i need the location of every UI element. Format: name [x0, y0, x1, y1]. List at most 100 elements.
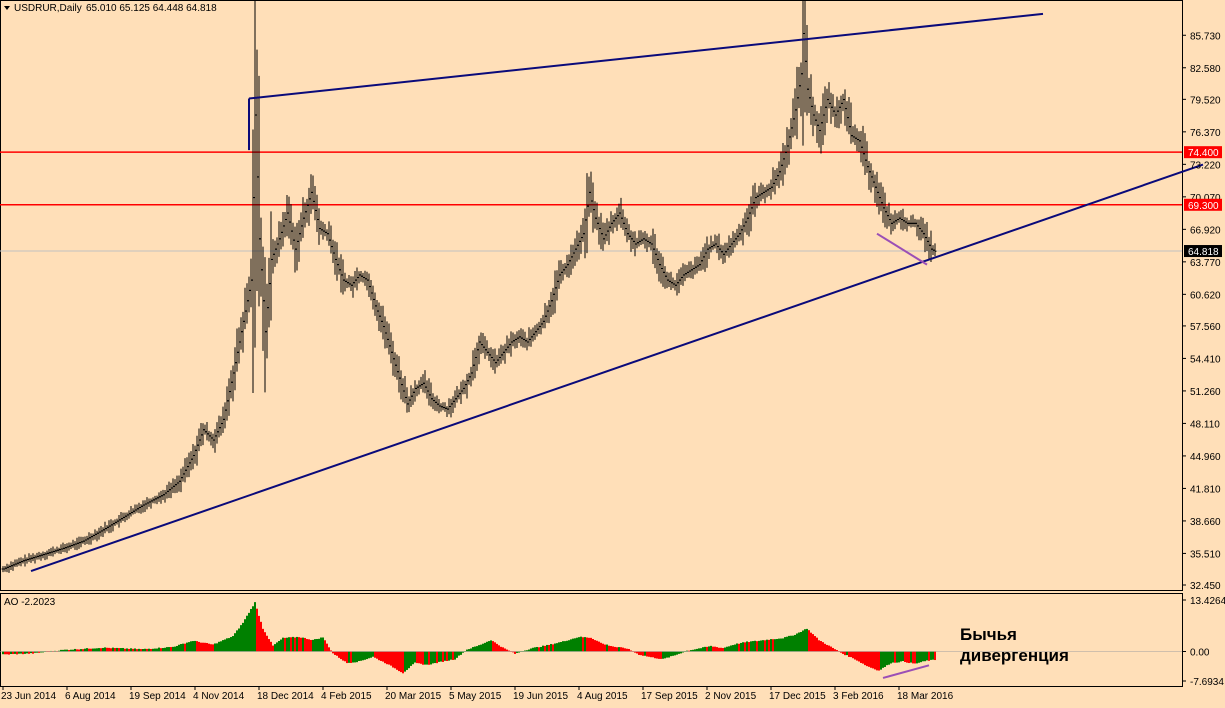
ao-bar	[252, 606, 254, 652]
price-panel: 85.730 82.580 79.520 76.370 73.220 70.070 66.9…	[0, 0, 1222, 592]
ao-divergence	[882, 664, 930, 679]
ao-bar	[742, 642, 744, 652]
y-tick-label: 76.370	[1190, 128, 1221, 139]
price-tags: 74.400 69.300 64.818	[1184, 146, 1222, 258]
ao-bar	[420, 651, 422, 664]
x-tick-label: 19 Jun 2015	[513, 691, 568, 702]
ao-bar	[178, 644, 180, 652]
ao-bar	[272, 645, 274, 652]
ao-bar	[328, 647, 330, 652]
ao-panel-frame	[0, 593, 1183, 687]
ao-bar	[202, 642, 204, 652]
ao-bar	[724, 647, 726, 652]
ao-bar	[528, 649, 530, 652]
ao-bar	[214, 643, 216, 652]
ao-bar	[540, 646, 542, 652]
ao-bar	[288, 637, 290, 652]
ao-bar	[704, 646, 706, 652]
ao-bar	[746, 641, 748, 652]
ao-bar	[294, 637, 296, 652]
ao-bar	[278, 640, 280, 652]
ao-bar	[100, 648, 102, 652]
x-tick-label: 2 Nov 2015	[705, 691, 757, 702]
ao-bar	[584, 637, 586, 652]
ao-bar	[834, 649, 836, 652]
ao-bar	[452, 651, 454, 660]
ao-bar	[738, 643, 740, 652]
ao-bar	[816, 637, 818, 652]
ao-bar	[378, 651, 380, 661]
ao-bar	[654, 651, 656, 659]
ao-bar	[132, 648, 134, 652]
ao-bar	[160, 648, 162, 652]
ao-bar	[696, 648, 698, 652]
ao-bar	[116, 647, 118, 652]
ao-y-tick-label: 0.00	[1190, 647, 1210, 658]
ao-bar	[744, 642, 746, 652]
ao-bar	[624, 648, 626, 652]
y-tick-label: 41.810	[1190, 484, 1221, 495]
ao-bar	[662, 651, 664, 659]
ao-bar	[20, 651, 22, 654]
ao-bar	[156, 648, 158, 652]
ao-bar	[676, 651, 678, 655]
ao-bar	[78, 649, 80, 652]
ao-bar	[194, 640, 196, 652]
ao-bar	[172, 646, 174, 652]
ao-bar	[872, 651, 874, 669]
ao-bar	[700, 648, 702, 652]
ao-bar	[410, 651, 412, 666]
ao-bar	[562, 641, 564, 652]
x-tick-label: 4 Nov 2014	[193, 691, 245, 702]
ao-bar	[842, 651, 844, 654]
ao-bar	[508, 650, 510, 652]
ao-bar	[698, 648, 700, 652]
ao-bar	[808, 630, 810, 652]
ao-bar	[602, 643, 604, 652]
ao-bar	[248, 612, 250, 652]
ao-bar	[630, 650, 632, 652]
y-tick-label: 51.260	[1190, 387, 1221, 398]
trendline	[30, 163, 1204, 573]
ao-bar	[270, 641, 272, 652]
ao-bar	[590, 637, 592, 652]
ao-bar	[796, 633, 798, 652]
ao-bar	[398, 651, 400, 672]
ao-bar	[600, 642, 602, 652]
ao-bar	[22, 651, 24, 655]
ao-label: AO -2.2023	[4, 597, 56, 608]
ao-bar	[150, 648, 152, 652]
ao-bar	[470, 648, 472, 652]
ao-bar	[396, 651, 398, 670]
y-tick-label: 63.770	[1190, 258, 1221, 269]
y-tick-label: 48.110	[1190, 419, 1220, 430]
ao-bar	[114, 648, 116, 652]
ao-bar	[856, 651, 858, 661]
ao-bar	[850, 651, 852, 658]
ao-bar	[570, 639, 572, 652]
y-tick-label: 85.730	[1190, 31, 1221, 42]
ao-bar	[486, 641, 488, 652]
ao-bar	[118, 648, 120, 652]
ao-bar	[344, 651, 346, 662]
ao-bar	[162, 648, 164, 652]
ao-bar	[896, 651, 898, 663]
ao-bar	[60, 649, 62, 652]
ao-bar	[16, 651, 18, 655]
ao-bar	[26, 651, 28, 654]
ao-bar	[300, 637, 302, 652]
ao-bar	[446, 651, 448, 662]
ao-bar	[330, 650, 332, 652]
ao-bar	[356, 651, 358, 663]
ao-bar	[768, 639, 770, 652]
y-tick-label: 79.520	[1190, 95, 1221, 106]
ao-bar	[32, 651, 34, 654]
dropdown-triangle-icon[interactable]	[4, 6, 10, 10]
ao-bar	[348, 651, 350, 663]
ao-bar	[88, 648, 90, 652]
ao-bar	[422, 651, 424, 665]
x-tick-label: 5 May 2015	[449, 691, 502, 702]
ao-bar	[598, 641, 600, 652]
ao-bar	[586, 637, 588, 652]
ao-bar	[250, 608, 252, 652]
